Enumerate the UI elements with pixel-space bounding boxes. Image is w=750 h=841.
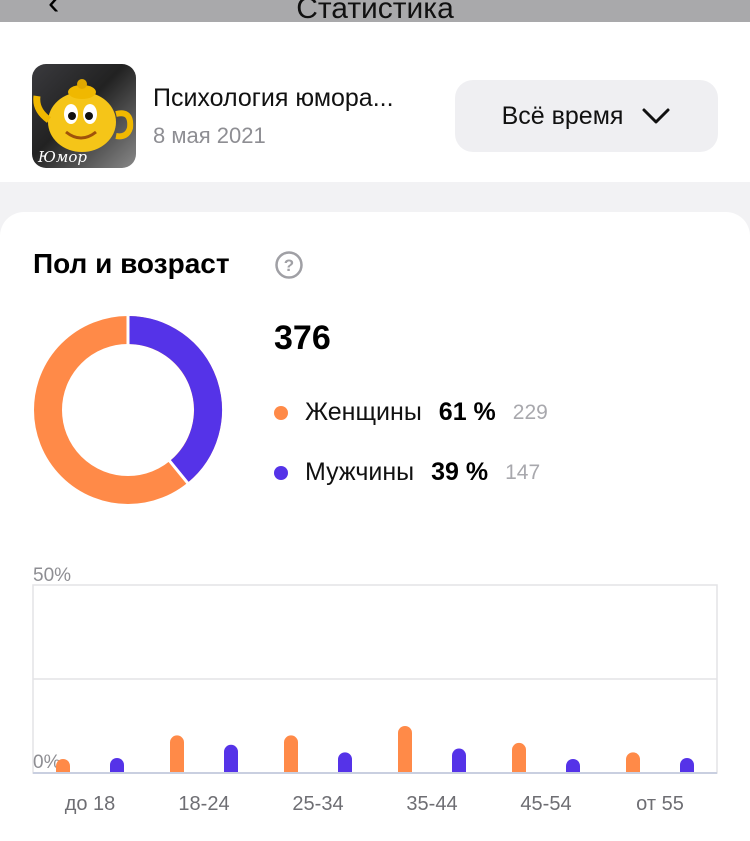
section-divider bbox=[0, 182, 750, 212]
y-tick-label: 50% bbox=[33, 565, 71, 586]
legend-percent: 39 % bbox=[431, 458, 489, 486]
age-bar-chart: 50% 0%до 18 18-24 25-34 35-44 45-54 от 55 bbox=[32, 565, 718, 815]
bar-female bbox=[512, 742, 526, 780]
teapot-smiley-icon: Юмор bbox=[33, 79, 134, 166]
legend-dot-female bbox=[274, 405, 288, 420]
legend-label: Мужчины bbox=[305, 458, 415, 486]
bar-female bbox=[170, 735, 184, 780]
total-count: 376 bbox=[274, 319, 331, 357]
chevron-left-icon[interactable]: ‹ bbox=[48, 0, 60, 22]
group-avatar[interactable]: Юмор bbox=[32, 64, 136, 168]
legend-label: Женщины bbox=[305, 398, 422, 426]
legend-count: 147 bbox=[505, 460, 541, 484]
bar-female bbox=[398, 726, 412, 780]
x-tick-label: 25-34 bbox=[292, 793, 343, 815]
x-tick-label: 18-24 bbox=[178, 793, 229, 815]
period-label: Всё время bbox=[501, 101, 624, 130]
baseline-mask bbox=[34, 774, 716, 786]
x-tick-label: от 55 bbox=[636, 793, 684, 815]
gender-age-card: Пол и возраст ? 376 Женщины 61 % 229 Муж… bbox=[0, 212, 750, 841]
x-tick-label: 45-54 bbox=[520, 793, 571, 815]
thumb-caption: Юмор bbox=[37, 148, 87, 166]
legend-percent: 61 % bbox=[438, 398, 496, 426]
group-header: Юмор Психология юмора... 8 мая 2021 Всё … bbox=[0, 22, 750, 182]
group-name[interactable]: Психология юмора... bbox=[153, 84, 394, 112]
nav-bar: ‹ Статистика bbox=[0, 0, 750, 22]
legend-dot-male bbox=[274, 465, 288, 480]
period-selector-button[interactable]: Всё время bbox=[455, 80, 718, 152]
x-tick-label: 35-44 bbox=[406, 793, 457, 815]
section-title: Пол и возраст bbox=[33, 248, 230, 279]
bar-female bbox=[284, 735, 298, 780]
legend-item-male: Мужчины 39 % 147 bbox=[274, 458, 540, 487]
legend-count: 229 bbox=[512, 400, 548, 424]
group-date: 8 мая 2021 bbox=[153, 123, 266, 148]
x-tick-label: до 18 bbox=[65, 793, 116, 815]
page-title: Статистика bbox=[296, 0, 454, 22]
donut-segment-male bbox=[127, 316, 222, 483]
gender-donut-chart bbox=[34, 315, 222, 504]
svg-text:?: ? bbox=[284, 256, 294, 275]
chevron-down-icon bbox=[642, 108, 670, 124]
legend-item-female: Женщины 61 % 229 bbox=[274, 398, 548, 427]
bar-male bbox=[224, 744, 238, 780]
question-circle-icon[interactable]: ? bbox=[274, 250, 304, 280]
y-tick-label: 0% bbox=[33, 752, 61, 773]
